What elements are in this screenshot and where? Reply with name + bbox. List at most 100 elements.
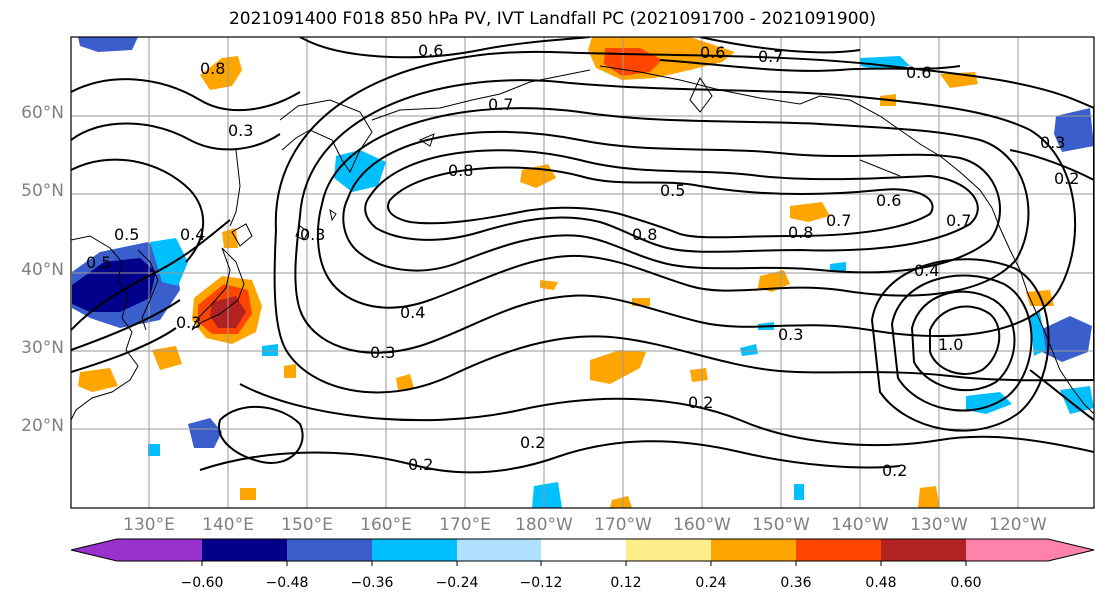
colorbar-tick-label: 0.12 — [610, 575, 642, 591]
fill-cold-california-edge — [1030, 312, 1046, 356]
fill-cold-small-1 — [262, 344, 278, 356]
contour-west-japan-2 — [71, 299, 181, 351]
contour-label: 0.3 — [300, 225, 325, 244]
fill-warm-tropics — [610, 496, 632, 508]
contour-label: 0.7 — [826, 211, 851, 230]
contour-0.7 — [364, 149, 979, 253]
fill-cold-small-4 — [830, 262, 846, 272]
colorbar-bin — [372, 539, 457, 561]
coastlines — [71, 65, 1094, 421]
lon-label-140e: 140°E — [202, 515, 254, 535]
fill-warm-south-japan — [152, 346, 182, 370]
fill-warm-okhotsk — [200, 56, 242, 90]
lon-label-130e: 130°E — [123, 515, 175, 535]
fill-warm-mid-pacific — [790, 202, 830, 222]
fill-warm-small-6 — [240, 488, 256, 500]
contour-0.5 — [316, 107, 1030, 309]
contour-0.2-south — [239, 383, 1094, 453]
contour-label: 0.8 — [200, 59, 225, 78]
colorbar-bin — [541, 539, 626, 561]
lat-label-20n: 20°N — [21, 416, 64, 436]
contour-label: 0.4 — [914, 261, 939, 280]
fill-cold-small-2 — [740, 344, 758, 356]
colorbar-bin — [117, 539, 202, 561]
fill-warm-small-1 — [396, 374, 414, 390]
contour-nw-canada — [1009, 149, 1094, 181]
contour-0.2-tropics — [199, 440, 901, 474]
colorbar-bin — [202, 539, 287, 561]
contour-label: 0.7 — [758, 47, 783, 66]
contour-0.6-east — [870, 258, 1050, 432]
colorbar-tick-label: −0.24 — [435, 575, 479, 591]
colorbar-bin — [626, 539, 711, 561]
contour-1.0-east — [929, 305, 1001, 375]
colorbar-tick-label: 0.60 — [950, 575, 982, 591]
contour-label: 0.2 — [882, 461, 907, 480]
contour-label: 0.5 — [660, 181, 685, 200]
contour-label: 0.3 — [1040, 133, 1065, 152]
colorbar-bin — [457, 539, 541, 561]
contour-label: 0.2 — [408, 455, 433, 474]
fill-warm-small-9 — [222, 228, 238, 248]
contour-label: 0.3 — [778, 325, 803, 344]
fill-cold-baja — [1060, 386, 1094, 414]
contour-0.4 — [294, 79, 1077, 354]
colorbar-tick-label: −0.48 — [265, 575, 309, 591]
contour-label: 0.3 — [228, 121, 253, 140]
lon-label-140w: 140°W — [831, 515, 889, 535]
fill-cold-small-6 — [794, 484, 804, 500]
pv-contours — [71, 37, 1094, 474]
pv-contour-labels: 0.6 0.6 0.7 0.3 0.3 0.3 0.2 0.4 0.5 0.6 … — [86, 41, 1079, 480]
contour-nw-3 — [71, 158, 204, 263]
fill-cold-small-5 — [148, 444, 160, 456]
map-title: 2021091400 F018 850 hPa PV, IVT Landfall… — [228, 9, 876, 29]
colorbar-bin — [287, 539, 372, 561]
contour-label: 0.8 — [788, 223, 813, 242]
contour-label: 0.5 — [114, 225, 139, 244]
lon-label-120w: 120°W — [989, 515, 1047, 535]
colorbar-tick-label: 0.36 — [780, 575, 812, 591]
contour-label: 1.0 — [938, 335, 963, 354]
fill-warm-subtropical — [590, 350, 646, 384]
graticule — [71, 37, 1094, 508]
contour-label: 0.6 — [876, 191, 901, 210]
colorbar-tick-label: −0.12 — [519, 575, 563, 591]
fill-warm-small-2 — [284, 364, 296, 378]
lon-label-160e: 160°E — [360, 515, 412, 535]
contour-label: 0.6 — [906, 63, 931, 82]
contour-label: 0.7 — [946, 211, 971, 230]
lon-label-170e: 170°E — [439, 515, 491, 535]
map-panel: 0.6 0.6 0.7 0.3 0.3 0.3 0.2 0.4 0.5 0.6 … — [71, 37, 1094, 508]
lat-label-40n: 40°N — [21, 260, 64, 280]
fill-cold-tropics — [532, 482, 562, 508]
colorbar-extend-low — [71, 539, 117, 561]
fill-warm-small-4 — [540, 280, 558, 290]
lat-label-30n: 30°N — [21, 338, 64, 358]
fill-warm-east-tropics — [918, 486, 940, 508]
contour-0.8-east — [910, 290, 1016, 392]
contour-label: 0.3 — [370, 343, 395, 362]
fill-warm-small-3 — [690, 368, 708, 382]
lat-label-50n: 50°N — [21, 181, 64, 201]
lon-label-130w: 130°W — [910, 515, 968, 535]
contour-label: 0.8 — [632, 225, 657, 244]
contour-top-3 — [659, 59, 961, 72]
colorbar-tick-label: 0.24 — [695, 575, 727, 591]
contour-nw-2 — [71, 122, 281, 151]
lon-label-160w: 160°W — [673, 515, 731, 535]
contour-nw-1 — [71, 78, 301, 112]
lat-label-60n: 60°N — [21, 103, 64, 123]
contour-0.8-west — [387, 166, 934, 239]
fill-cold-nw-canada — [1054, 108, 1094, 152]
contour-east-edge — [1029, 369, 1094, 421]
colorbar-outline — [70, 538, 1095, 562]
contour-0.7-east — [890, 274, 1033, 412]
colorbar-extend-high — [1048, 539, 1094, 561]
contour-label: 0.5 — [86, 253, 111, 272]
contour-label: 0.4 — [400, 303, 425, 322]
contour-label: 0.2 — [1054, 169, 1079, 188]
contour-0.6 — [342, 130, 1001, 274]
fill-warm-china-coast — [78, 368, 118, 392]
fill-cold-japan-edge — [150, 238, 188, 286]
